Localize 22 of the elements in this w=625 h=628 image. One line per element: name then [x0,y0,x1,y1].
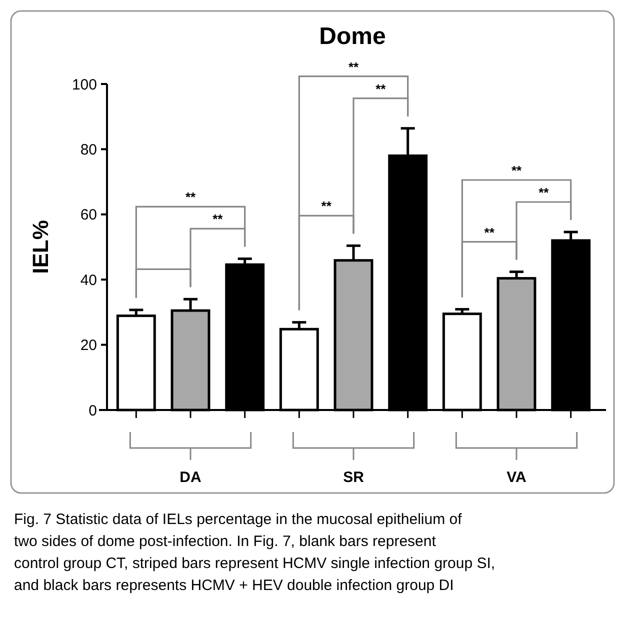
significance-bracket: ** [516,185,572,260]
caption: Fig. 7 Statistic data of IELs percentage in the mucosal epithelium of two sides of dome post-infection. In Fig. 7, blank bars represent control group CT, striped bars represent HCMV single infection group SI, and black bars represents HCMV + HEV double infection group DI [14,511,496,594]
annotation: ** [511,163,522,178]
text: ** [348,59,360,74]
annotation: ** [321,198,332,214]
annotation: ** [376,81,387,96]
annotation: ** [185,190,196,205]
y-axis-title: IEL% [28,220,53,274]
annotation: ** [484,224,496,240]
y-tick-label: 100 [72,76,97,94]
x-tick-label: VA [506,469,527,486]
y-tick-label: 20 [80,337,97,354]
y-tick-label: 80 [80,141,97,158]
chart-title: Dome [319,23,386,50]
annotation: ** [212,212,224,227]
x-tick-label: SR [343,469,364,486]
significance-bracket: ** [190,212,246,288]
y-tick-label: 60 [80,206,97,224]
y-tick-label: 40 [80,272,97,289]
x-tick-label: DA [180,469,202,486]
annotation: ** [538,185,550,200]
y-tick-label: 0 [88,402,97,420]
